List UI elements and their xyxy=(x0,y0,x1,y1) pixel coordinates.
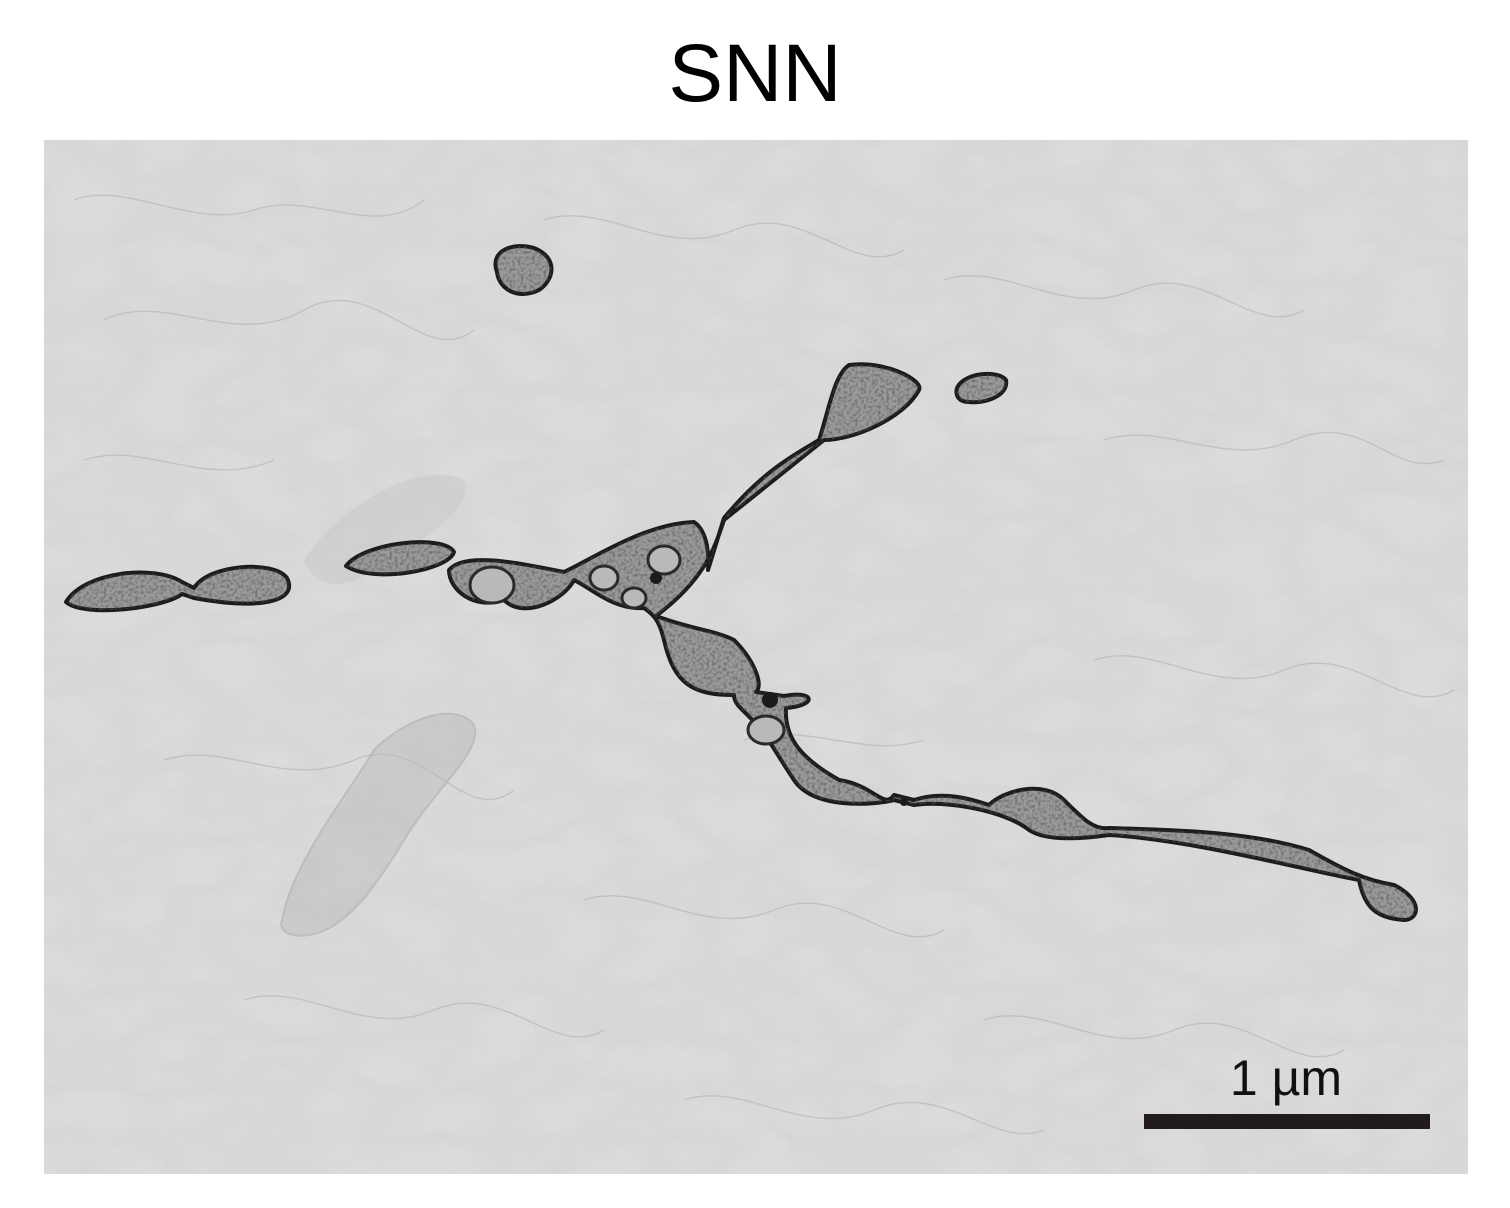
micrograph-image xyxy=(44,140,1468,1174)
scale-bar-label: 1 µm xyxy=(1229,1050,1343,1106)
faint-cell-process xyxy=(280,474,477,937)
dark-spots xyxy=(650,572,908,806)
vesicles xyxy=(468,544,786,746)
scale-bar xyxy=(1144,1114,1430,1129)
figure-title: SNN xyxy=(668,28,842,119)
electron-micrograph xyxy=(44,140,1468,1174)
fine-membrane-network xyxy=(73,194,1455,1135)
film-grain xyxy=(44,140,1468,1174)
